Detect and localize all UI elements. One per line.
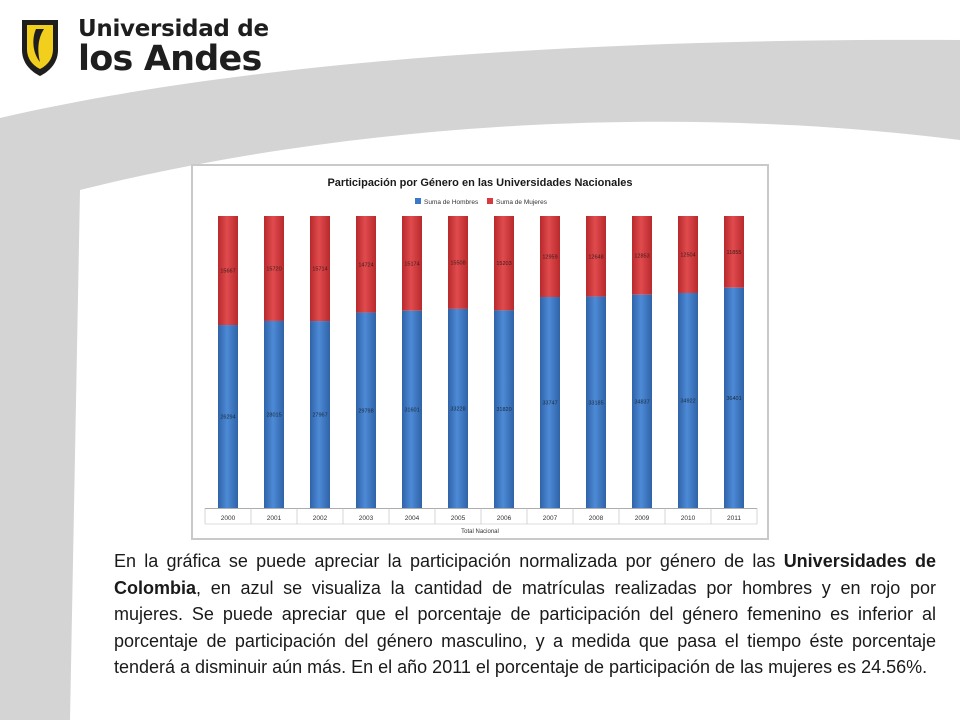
chart-container: Participación por Género en las Universi… [191,164,769,540]
data-label-mujeres-2002: 15714 [312,267,327,273]
shield-logo-icon [22,20,58,76]
bar-mujeres-2001 [264,216,284,321]
bar-hombres-2007 [540,297,560,508]
bar-hombres-2011 [724,287,744,508]
description-paragraph: En la gráfica se puede apreciar la parti… [114,548,936,681]
legend-swatch-mujeres [487,198,493,204]
legend-label-mujeres: Suma de Mujeres [496,199,548,206]
data-label-hombres-2007: 33747 [542,401,557,407]
data-label-mujeres-2005: 15508 [450,260,465,266]
bar-mujeres-2009 [632,216,652,295]
tick-label-2006: 2006 [497,515,512,522]
x-axis-label: Total Nacional [461,529,499,535]
description-part1: En la gráfica se puede apreciar la parti… [114,551,784,571]
description-bold: Universidades de Colombia [114,551,937,598]
bar-hombres-2009 [632,294,652,508]
logo-line2: los Andes [78,39,262,79]
tick-label-2010: 2010 [681,515,696,522]
tick-label-2003: 2003 [359,515,374,522]
bar-mujeres-2002 [310,216,330,322]
bar-hombres-2002 [310,321,330,508]
bar-mujeres-2000 [218,216,238,326]
data-label-mujeres-2001: 15720 [266,266,281,272]
data-label-hombres-2005: 33228 [450,406,465,412]
data-label-hombres-2004: 31601 [404,407,419,413]
data-label-mujeres-2000: 15667 [220,269,235,275]
data-label-mujeres-2010: 12504 [680,252,695,258]
data-label-hombres-2001: 28015 [266,412,281,418]
tick-label-2007: 2007 [543,515,558,522]
data-label-mujeres-2006: 15203 [496,261,511,267]
bar-mujeres-2004 [402,216,422,311]
stacked-bar-chart: Participación por Género en las Universi… [204,177,758,535]
tick-label-2000: 2000 [221,515,236,522]
bar-mujeres-2007 [540,216,560,298]
bar-hombres-2000 [218,325,238,508]
chart-legend: Suma de Hombres Suma de Mujeres [415,198,548,206]
bar-hombres-2006 [494,310,514,508]
data-label-hombres-2000: 26294 [220,415,235,421]
bar-mujeres-2005 [448,216,468,309]
data-label-mujeres-2008: 12648 [588,254,603,260]
data-label-hombres-2011: 36401 [726,396,741,402]
data-label-hombres-2006: 31820 [496,407,511,413]
bar-hombres-2003 [356,312,376,508]
data-label-mujeres-2004: 15174 [404,261,419,267]
data-label-hombres-2010: 34922 [680,398,695,404]
tick-label-2008: 2008 [589,515,604,522]
bar-mujeres-2010 [678,216,698,293]
data-label-mujeres-2007: 12959 [542,255,557,261]
tick-label-2009: 2009 [635,515,650,522]
legend-label-hombres: Suma de Hombres [424,199,479,206]
bar-hombres-2008 [586,296,606,508]
data-label-mujeres-2011: 11855 [727,250,742,256]
bar-mujeres-2011 [724,216,744,288]
bar-hombres-2005 [448,308,468,508]
tick-label-2004: 2004 [405,515,420,522]
data-label-hombres-2003: 29798 [358,408,373,414]
tick-label-2005: 2005 [451,515,466,522]
legend-swatch-hombres [415,198,421,204]
data-label-hombres-2002: 27967 [312,413,327,419]
data-label-hombres-2009: 34837 [634,399,649,405]
bar-mujeres-2006 [494,216,514,311]
tick-label-2002: 2002 [313,515,328,522]
bars-layer: 15667 26294 15720 28015 15714 27967 14724 29798… [218,216,744,508]
data-label-mujeres-2009: 12853 [634,253,649,259]
tick-label-2001: 2001 [267,515,282,522]
bar-mujeres-2003 [356,216,376,313]
bar-hombres-2004 [402,310,422,508]
description-part2: , en azul se visualiza la cantidad de ma… [114,577,936,678]
chart-title: Participación por Género en las Universi… [327,177,632,189]
data-label-hombres-2008: 33185 [588,400,603,406]
logo-line1: Universidad de [78,16,269,42]
bar-mujeres-2008 [586,216,606,297]
data-label-mujeres-2003: 14724 [358,262,373,268]
bar-hombres-2010 [678,292,698,508]
bar-hombres-2001 [264,320,284,508]
university-logo: Universidad de los Andes [18,14,269,84]
tick-label-2011: 2011 [727,515,741,522]
category-axis: 2000 2001 2002 2003 2004 2005 2006 2007 2008 2009… [204,508,758,525]
